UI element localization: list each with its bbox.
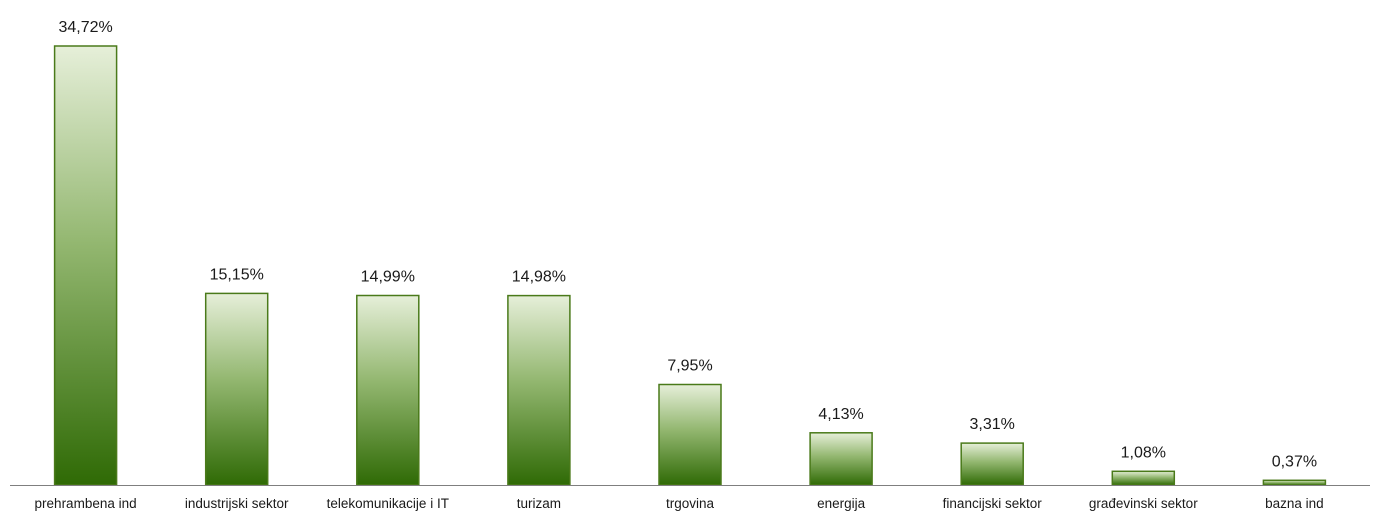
bar-0: [53, 45, 118, 486]
category-label-2: telekomunikacije i IT: [327, 496, 449, 511]
data-label-1: 15,15%: [210, 266, 264, 283]
data-label-2: 14,99%: [361, 269, 415, 286]
value-labels-layer: 34,72% 15,15% 14,99% 14,98% 7,95% 4,13% 3,31% 1…: [58, 19, 1317, 470]
bar-1: [204, 292, 269, 486]
data-label-4: 7,95%: [667, 358, 712, 375]
category-label-8: bazna ind: [1265, 496, 1324, 511]
category-label-1: industrijski sektor: [185, 496, 289, 511]
bar-4: [658, 383, 722, 486]
data-label-5: 4,13%: [818, 406, 863, 423]
bars-layer: [53, 45, 1327, 486]
bar-2: [356, 294, 420, 486]
category-labels-layer: prehrambena ind industrijski sektor teleko…: [35, 496, 1324, 511]
data-label-3: 14,98%: [512, 269, 566, 286]
data-label-0: 34,72%: [58, 19, 112, 36]
data-label-8: 0,37%: [1272, 453, 1317, 470]
bar-7: [1111, 470, 1176, 486]
bar-6: [960, 442, 1024, 486]
category-label-0: prehrambena ind: [35, 496, 137, 511]
category-label-5: energija: [817, 496, 866, 511]
category-label-4: trgovina: [666, 496, 715, 511]
category-label-7: građevinski sektor: [1089, 496, 1198, 511]
category-label-3: turizam: [517, 496, 561, 511]
bar-3: [507, 294, 571, 486]
data-label-6: 3,31%: [970, 416, 1015, 433]
bar-5: [809, 432, 873, 486]
bar-8: [1262, 479, 1327, 486]
data-label-7: 1,08%: [1121, 444, 1166, 461]
category-label-6: financijski sektor: [943, 496, 1043, 511]
